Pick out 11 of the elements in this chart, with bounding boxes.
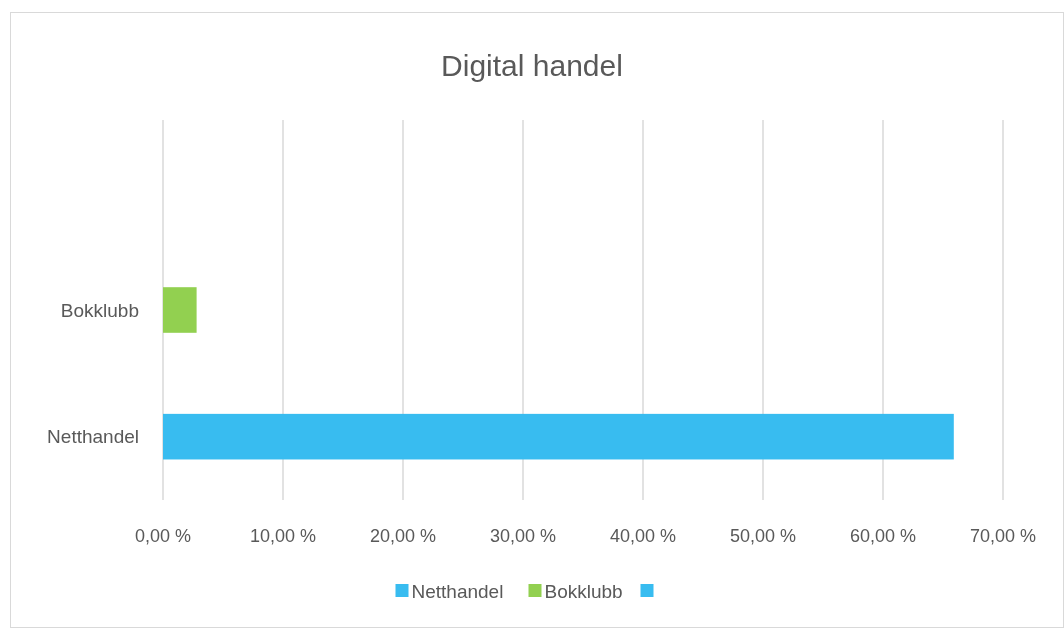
x-tick-label: 70,00 % <box>969 526 1037 546</box>
x-tick-label: 60,00 % <box>849 526 917 546</box>
legend-label: Bokklubb <box>544 580 623 602</box>
chart-title: Digital handel <box>441 49 623 82</box>
x-tick-label: 20,00 % <box>369 526 437 546</box>
legend-label: Netthandel <box>411 580 504 602</box>
x-tick-label: 30,00 % <box>489 526 557 546</box>
x-tick-label: 0,00 % <box>134 526 192 546</box>
x-tick-label: 10,00 % <box>249 526 317 546</box>
x-tick-label: 40,00 % <box>609 526 677 546</box>
x-tick-label: 50,00 % <box>729 526 797 546</box>
